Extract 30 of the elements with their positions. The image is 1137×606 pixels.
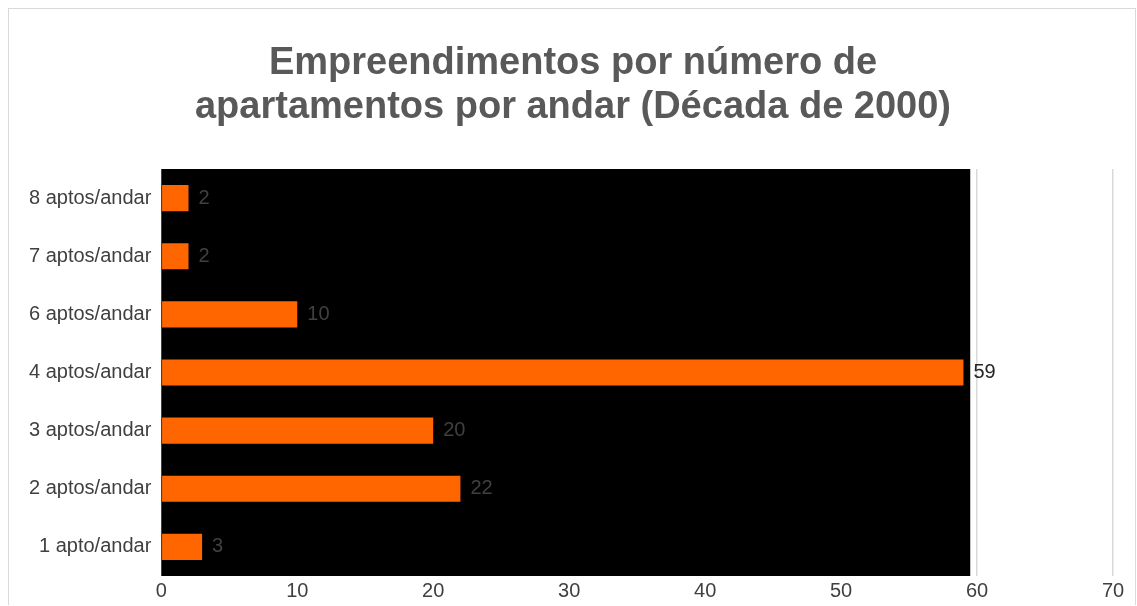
x-tick-label: 30 bbox=[558, 578, 581, 601]
x-tick-label: 50 bbox=[829, 578, 853, 601]
bar bbox=[162, 301, 298, 328]
x-tick-label: 40 bbox=[694, 578, 717, 601]
bar bbox=[162, 417, 434, 444]
y-tick-label: 1 apto/andar bbox=[38, 534, 152, 557]
x-tick-label: 0 bbox=[155, 578, 167, 601]
data-label: 2 bbox=[198, 185, 210, 208]
y-tick-label: 6 aptos/andar bbox=[28, 301, 152, 324]
x-tick-label: 60 bbox=[965, 578, 989, 601]
y-tick-label: 4 aptos/andar bbox=[28, 360, 152, 383]
data-label: 10 bbox=[307, 301, 330, 324]
x-tick-label: 70 bbox=[1101, 578, 1125, 601]
bar bbox=[162, 475, 461, 502]
data-label: 59 bbox=[973, 360, 996, 383]
data-label: 20 bbox=[443, 418, 466, 441]
data-label: 2 bbox=[198, 243, 210, 266]
y-tick-label: 3 aptos/andar bbox=[28, 418, 152, 441]
x-tick-label: 20 bbox=[422, 578, 445, 601]
data-label: 3 bbox=[212, 534, 224, 557]
data-label: 22 bbox=[470, 476, 493, 499]
bar bbox=[162, 359, 964, 386]
y-tick-label: 7 aptos/andar bbox=[28, 243, 152, 266]
y-tick-label: 2 aptos/andar bbox=[28, 476, 152, 499]
bar bbox=[162, 184, 189, 212]
bar bbox=[162, 243, 189, 270]
y-tick-label: 8 aptos/andar bbox=[28, 185, 152, 208]
chart-title: Empreendimentos por número de apartamentos por andar (Década de 2000) bbox=[193, 39, 953, 127]
bar bbox=[162, 533, 203, 561]
x-tick-label: 10 bbox=[286, 578, 309, 601]
